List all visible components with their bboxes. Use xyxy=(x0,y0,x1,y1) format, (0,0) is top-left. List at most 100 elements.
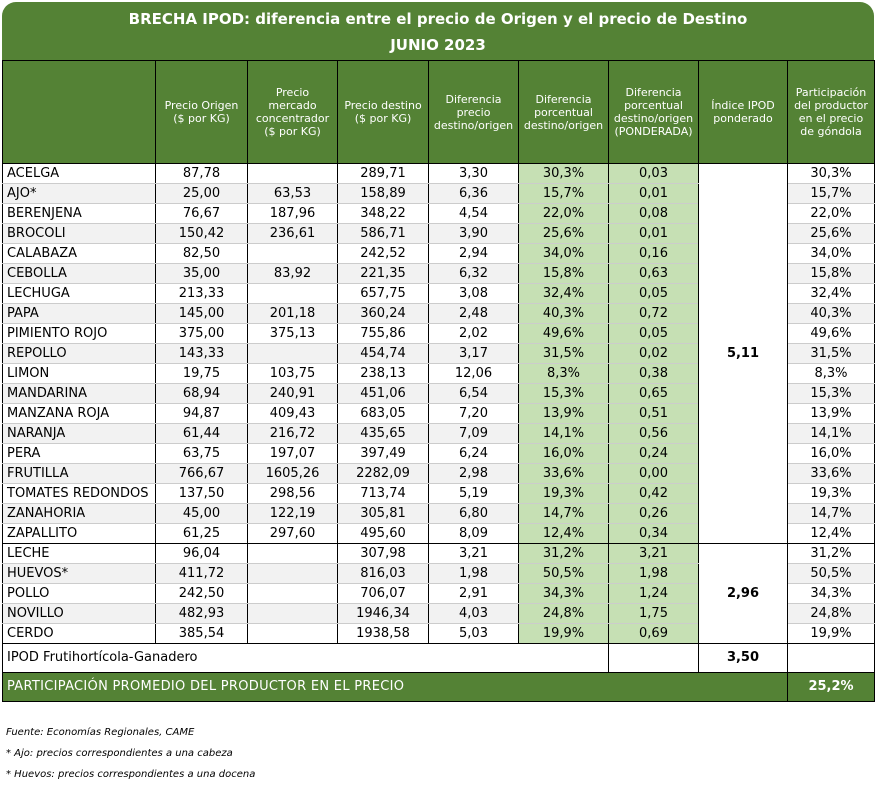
product-name: BERENJENA xyxy=(2,203,156,224)
cell-destino: 1938,58 xyxy=(337,623,429,644)
cell-origen: 143,33 xyxy=(155,343,248,364)
ipod-table-container: Precio Origen ($ por KG) Precio mercado … xyxy=(2,60,875,702)
cell-destino: 755,86 xyxy=(337,323,429,344)
cell-pct: 13,9% xyxy=(518,403,609,424)
cell-pct: 19,3% xyxy=(518,483,609,504)
cell-origen: 411,72 xyxy=(155,563,248,584)
cell-part: 34,0% xyxy=(787,243,875,264)
cell-dif: 7,20 xyxy=(428,403,519,424)
cell-mercado: 63,53 xyxy=(247,183,338,204)
cell-destino: 713,74 xyxy=(337,483,429,504)
cell-pct: 25,6% xyxy=(518,223,609,244)
cell-mercado: 297,60 xyxy=(247,523,338,544)
title-line-1: BRECHA IPOD: diferencia entre el precio … xyxy=(128,10,748,28)
cell-pct: 15,8% xyxy=(518,263,609,284)
table-row: MANZANA ROJA 94,87 409,43 683,05 7,20 13,9% 0,… xyxy=(2,403,875,424)
summary-empty-cell xyxy=(787,643,875,673)
product-name: ACELGA xyxy=(2,163,156,184)
cell-origen: 137,50 xyxy=(155,483,248,504)
cell-origen: 35,00 xyxy=(155,263,248,284)
cell-dif: 5,19 xyxy=(428,483,519,504)
cell-origen: 68,94 xyxy=(155,383,248,404)
cell-mercado: 236,61 xyxy=(247,223,338,244)
header-product xyxy=(2,60,156,164)
cell-dif: 3,08 xyxy=(428,283,519,304)
product-name: ZAPALLITO xyxy=(2,523,156,544)
cell-pond: 0,69 xyxy=(608,623,699,644)
cell-mercado: 122,19 xyxy=(247,503,338,524)
header-indice-ipod: Índice IPOD ponderado xyxy=(698,60,788,164)
table-row: REPOLLO 143,33 454,74 3,17 31,5% 0,02 31,5% xyxy=(2,343,875,364)
cell-pct: 32,4% xyxy=(518,283,609,304)
cell-pct: 31,2% xyxy=(518,543,609,564)
cell-origen: 76,67 xyxy=(155,203,248,224)
cell-pond: 0,01 xyxy=(608,183,699,204)
product-name: REPOLLO xyxy=(2,343,156,364)
participation-label: PARTICIPACIÓN PROMEDIO DEL PRODUCTOR EN … xyxy=(2,672,788,702)
cell-pond: 0,16 xyxy=(608,243,699,264)
cell-destino: 221,35 xyxy=(337,263,429,284)
cell-pond: 0,26 xyxy=(608,503,699,524)
cell-pond: 1,24 xyxy=(608,583,699,604)
cell-dif: 6,32 xyxy=(428,263,519,284)
cell-pct: 8,3% xyxy=(518,363,609,384)
cell-dif: 6,24 xyxy=(428,443,519,464)
cell-mercado: 103,75 xyxy=(247,363,338,384)
product-name: NOVILLO xyxy=(2,603,156,624)
cell-destino: 2282,09 xyxy=(337,463,429,484)
table-row: CEBOLLA 35,00 83,92 221,35 6,32 15,8% 0,63 15,8… xyxy=(2,263,875,284)
cell-origen: 242,50 xyxy=(155,583,248,604)
cell-pct: 16,0% xyxy=(518,443,609,464)
cell-dif: 3,30 xyxy=(428,163,519,184)
table-row: BERENJENA 76,67 187,96 348,22 4,54 22,0% 0,08 2… xyxy=(2,203,875,224)
cell-pct: 19,9% xyxy=(518,623,609,644)
product-name: PAPA xyxy=(2,303,156,324)
product-name: CALABAZA xyxy=(2,243,156,264)
cell-pond: 0,72 xyxy=(608,303,699,324)
table-row: PIMIENTO ROJO 375,00 375,13 755,86 2,02 49,6%… xyxy=(2,323,875,344)
cell-part: 34,3% xyxy=(787,583,875,604)
cell-origen: 482,93 xyxy=(155,603,248,624)
cell-destino: 242,52 xyxy=(337,243,429,264)
cell-mercado xyxy=(247,603,338,624)
cell-part: 19,9% xyxy=(787,623,875,644)
cell-destino: 348,22 xyxy=(337,203,429,224)
product-name: BROCOLI xyxy=(2,223,156,244)
cell-part: 15,8% xyxy=(787,263,875,284)
header-row: Precio Origen ($ por KG) Precio mercado … xyxy=(2,60,875,164)
summary-row: IPOD Frutihortícola-Ganadero 3,50 xyxy=(2,643,875,673)
cell-part: 13,9% xyxy=(787,403,875,424)
cell-part: 8,3% xyxy=(787,363,875,384)
cell-origen: 61,44 xyxy=(155,423,248,444)
table-row: HUEVOS* 411,72 816,03 1,98 50,5% 1,98 50,5% xyxy=(2,563,875,584)
cell-destino: 305,81 xyxy=(337,503,429,524)
table-row: MANDARINA 68,94 240,91 451,06 6,54 15,3% 0,65 1… xyxy=(2,383,875,404)
cell-pond: 1,98 xyxy=(608,563,699,584)
cell-mercado: 375,13 xyxy=(247,323,338,344)
cell-destino: 397,49 xyxy=(337,443,429,464)
cell-dif: 2,91 xyxy=(428,583,519,604)
cell-destino: 435,65 xyxy=(337,423,429,444)
cell-pct: 30,3% xyxy=(518,163,609,184)
cell-part: 16,0% xyxy=(787,443,875,464)
table-row: NARANJA 61,44 216,72 435,65 7,09 14,1% 0,56 14,… xyxy=(2,423,875,444)
cell-pond: 0,65 xyxy=(608,383,699,404)
footnote-huevos: * Huevos: precios correspondientes a una… xyxy=(6,769,256,780)
cell-part: 12,4% xyxy=(787,523,875,544)
summary-label: IPOD Frutihortícola-Ganadero xyxy=(2,643,609,673)
product-name: NARANJA xyxy=(2,423,156,444)
cell-origen: 87,78 xyxy=(155,163,248,184)
cell-part: 31,5% xyxy=(787,343,875,364)
product-name: POLLO xyxy=(2,583,156,604)
cell-part: 15,3% xyxy=(787,383,875,404)
cell-part: 24,8% xyxy=(787,603,875,624)
cell-dif: 6,54 xyxy=(428,383,519,404)
cell-destino: 289,71 xyxy=(337,163,429,184)
cell-dif: 2,02 xyxy=(428,323,519,344)
cell-pct: 24,8% xyxy=(518,603,609,624)
cell-pct: 33,6% xyxy=(518,463,609,484)
table-row: AJO* 25,00 63,53 158,89 6,36 15,7% 0,01 15,7% xyxy=(2,183,875,204)
table-body: ACELGA 87,78 289,71 3,30 30,3% 0,03 5,11 30,3% A… xyxy=(2,163,875,702)
cell-origen: 19,75 xyxy=(155,363,248,384)
cell-pct: 12,4% xyxy=(518,523,609,544)
